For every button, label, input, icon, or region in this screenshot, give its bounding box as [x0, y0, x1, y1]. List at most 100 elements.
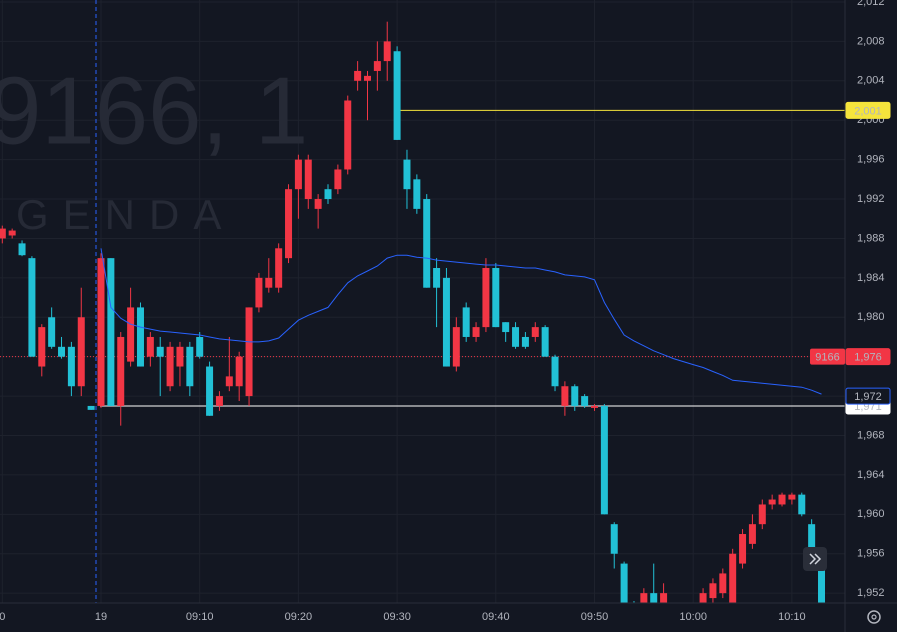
candle-body — [324, 189, 332, 200]
candle-body — [808, 524, 816, 554]
candle-body — [107, 258, 115, 406]
y-tick-label: 1,960 — [857, 508, 885, 520]
candle-body — [156, 346, 164, 357]
candle-body — [117, 336, 125, 406]
candle-body — [640, 593, 648, 603]
candle-body — [758, 504, 766, 525]
candle-body — [433, 268, 441, 288]
y-tick-label: 2,004 — [857, 75, 885, 87]
candle-body — [541, 327, 549, 357]
candle-body — [482, 268, 490, 328]
y-tick-label: 1,996 — [857, 154, 885, 166]
watermark-name: GENDA — [16, 191, 235, 238]
settings-button[interactable] — [867, 610, 881, 624]
candle-body — [620, 563, 628, 603]
price-tag — [845, 101, 891, 119]
candle-body — [285, 189, 293, 259]
candle-body — [77, 317, 85, 387]
candle-body — [660, 593, 668, 603]
watermark-symbol: 9166, 1 — [0, 57, 308, 164]
candle-body — [719, 573, 727, 594]
candle-body — [166, 346, 174, 387]
candle-body — [0, 228, 6, 239]
candle-body — [778, 494, 786, 505]
candle-body — [38, 327, 46, 367]
candle-body — [472, 327, 480, 337]
candle-body — [275, 248, 283, 288]
candle-body — [314, 199, 322, 209]
candle-body — [699, 593, 707, 603]
candle-body — [97, 258, 105, 406]
price-tag — [845, 387, 891, 405]
candle-body — [393, 51, 401, 140]
candle-body — [610, 524, 618, 554]
x-tick-label: 0 — [0, 611, 5, 623]
candle-body — [28, 258, 36, 357]
candle-body — [8, 230, 16, 236]
candle-body — [739, 534, 747, 564]
candle-body — [591, 405, 598, 408]
candle-body — [245, 307, 253, 397]
candle-body — [571, 386, 579, 406]
y-tick-label: 2,012 — [857, 0, 885, 8]
x-tick-label: 09:50 — [581, 611, 609, 623]
y-tick-label: 1,984 — [857, 272, 885, 284]
y-tick-label: 1,956 — [857, 548, 885, 560]
candle-body — [265, 277, 273, 288]
candle-body — [136, 307, 144, 367]
y-tick-label: 1,980 — [857, 311, 885, 323]
candle-body — [354, 70, 362, 81]
candle-body — [304, 159, 312, 200]
y-tick-label: 1,952 — [857, 587, 885, 599]
moving-average — [100, 248, 822, 395]
candle-body — [67, 346, 75, 387]
candle-body — [600, 405, 608, 515]
candle-body — [413, 179, 421, 209]
candle-body — [729, 553, 737, 603]
candle-body — [551, 356, 559, 387]
candle-body — [748, 524, 756, 544]
candle-body — [344, 100, 352, 170]
scroll-button[interactable] — [803, 547, 827, 571]
axes: 2,0122,0082,0042,0001,9961,9921,9881,984… — [0, 0, 891, 623]
candle-body — [768, 499, 776, 505]
symbol-tag-label: 9166 — [815, 352, 839, 364]
candle-body — [48, 317, 56, 347]
candle-body — [531, 327, 539, 337]
candle-body — [512, 327, 520, 347]
y-tick-label: 1,988 — [857, 232, 885, 244]
candle-body — [196, 336, 204, 357]
candle-body — [383, 41, 391, 62]
candle-body — [373, 61, 381, 71]
x-tick-label: 09:20 — [285, 611, 313, 623]
candle-body — [650, 593, 658, 603]
candle-body — [452, 327, 460, 367]
price-tag-label: 1,972 — [854, 391, 882, 403]
candle-body — [423, 199, 431, 288]
x-tick-label: 19 — [95, 611, 107, 623]
candle-body — [127, 307, 135, 362]
x-tick-label: 09:40 — [482, 611, 510, 623]
candle-body — [581, 396, 589, 406]
y-tick-label: 1,992 — [857, 193, 885, 205]
candle-body — [403, 159, 411, 190]
x-tick-label: 10:10 — [778, 611, 806, 623]
y-tick-label: 1,968 — [857, 429, 885, 441]
candle-body — [788, 494, 796, 500]
price-tag — [845, 348, 891, 366]
candle-body — [186, 346, 194, 387]
candle-body — [176, 346, 184, 367]
candle-body — [502, 322, 510, 333]
candle-body — [709, 583, 717, 599]
candle-body — [363, 75, 371, 81]
candle-body — [255, 277, 263, 308]
candle-body — [225, 376, 233, 387]
candle-body — [294, 159, 302, 190]
candle-body — [561, 386, 569, 406]
candle-body — [334, 169, 342, 190]
symbol-tag — [810, 348, 845, 365]
candle-body — [87, 405, 95, 410]
x-tick-label: 09:30 — [383, 611, 411, 623]
